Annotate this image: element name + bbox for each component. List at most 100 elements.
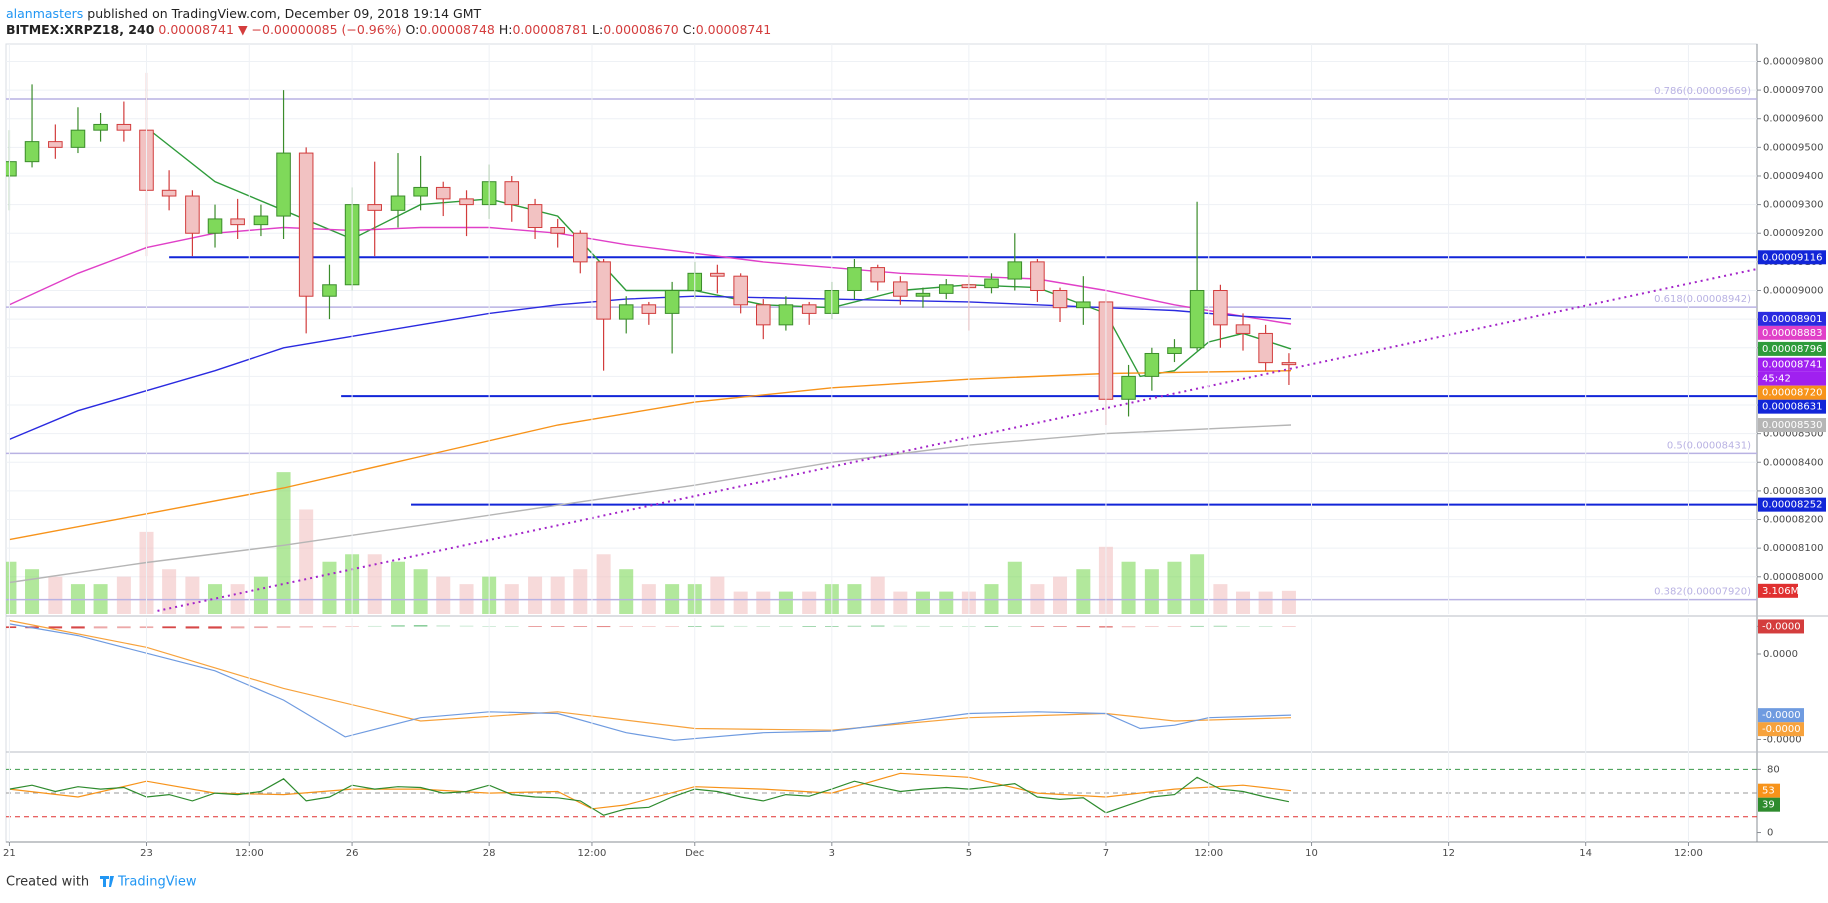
candle-body xyxy=(276,152,291,217)
volume-bar xyxy=(733,591,748,614)
price-label: 0.00008530 xyxy=(1762,420,1822,431)
macd-histogram-bar xyxy=(1167,626,1182,627)
volume-bar xyxy=(1144,569,1159,614)
candle-body xyxy=(801,304,817,314)
volume-bar xyxy=(322,561,337,614)
symbol-line: BITMEX:XRPZ18, 240 0.00008741 ▼ −0.00000… xyxy=(6,22,771,37)
volume-bar xyxy=(550,576,565,614)
candle-body xyxy=(984,278,999,289)
fib-label: 0.5(0.00008431) xyxy=(1667,440,1751,451)
macd-histogram-bar xyxy=(596,626,611,628)
price-label-box xyxy=(1758,311,1826,326)
x-tick-label: 5 xyxy=(966,848,972,859)
macd-histogram-bar xyxy=(391,625,405,627)
macd-histogram-bar xyxy=(984,626,999,627)
volume-bar xyxy=(390,561,406,614)
price-label-box xyxy=(1758,722,1804,737)
price-label-box xyxy=(1758,583,1798,598)
y-tick-label: 0.00008200 xyxy=(1763,515,1823,526)
ohlc-value: 0.00008781 xyxy=(512,22,588,37)
volume-bar xyxy=(1281,590,1296,614)
macd-histogram-bar xyxy=(550,626,565,627)
price-label: 0.00008883 xyxy=(1762,328,1822,339)
candle-body xyxy=(1052,289,1068,309)
candle-body xyxy=(710,272,725,277)
volume-bar xyxy=(436,576,451,614)
price-label-box xyxy=(1758,797,1780,812)
volume-bar xyxy=(185,576,200,614)
y-tick-label: 0.00008500 xyxy=(1763,429,1823,440)
candle-body xyxy=(618,304,634,320)
y-tick-label: 0.00008100 xyxy=(1763,543,1823,554)
price-label: 0.00008796 xyxy=(1762,344,1822,355)
x-tick-label: 12:00 xyxy=(235,848,264,859)
price-label-box xyxy=(1758,418,1826,433)
volume-bar xyxy=(1167,561,1182,614)
macd-histogram-bar xyxy=(1008,626,1022,627)
macd-histogram-bar xyxy=(117,626,131,629)
volume-bar xyxy=(162,569,177,614)
macd-histogram-bar xyxy=(1236,626,1250,627)
macd-histogram-bar xyxy=(436,625,451,627)
moving-average xyxy=(9,295,1292,441)
candle-body xyxy=(1076,301,1091,309)
macd-histogram-bar xyxy=(619,626,634,627)
macd-histogram-bar xyxy=(322,626,337,628)
volume-bar xyxy=(367,554,382,614)
volume-bar xyxy=(893,591,908,614)
price-label: 39 xyxy=(1762,800,1775,811)
y-tick-label: 0.00008300 xyxy=(1763,486,1823,497)
macd-histogram-bar xyxy=(916,625,930,627)
macd-histogram-bar xyxy=(756,626,771,627)
candle-body xyxy=(93,123,108,131)
candle-body xyxy=(367,204,382,211)
ohlc-value: 0.00008741 xyxy=(696,22,772,37)
ohlc-key: L: xyxy=(592,22,603,37)
moving-average xyxy=(9,226,1292,325)
price-label: 0.00008252 xyxy=(1762,500,1822,511)
macd-histogram-bar xyxy=(230,626,245,629)
ohlc-key: C: xyxy=(683,22,696,37)
moving-average xyxy=(152,132,1292,378)
price-label-box xyxy=(1758,619,1804,634)
volume-bar xyxy=(915,591,930,614)
fib-label: 0.382(0.00007920) xyxy=(1654,587,1751,598)
volume-bar xyxy=(1076,569,1091,614)
candle-body xyxy=(207,218,223,234)
candle-body xyxy=(116,123,132,131)
macd-histogram-bar xyxy=(939,626,954,627)
macd-histogram-bar xyxy=(1213,625,1228,627)
candle-body xyxy=(893,281,908,297)
candle-body xyxy=(596,261,611,320)
moving-average xyxy=(9,424,1292,584)
y-tick-label: 0 xyxy=(1767,828,1773,839)
y-tick-label: 0.00009000 xyxy=(1763,285,1823,296)
price-label-box xyxy=(1758,783,1780,798)
footer-brand[interactable]: TradingView xyxy=(117,875,197,890)
volume-bar xyxy=(6,561,17,614)
x-tick-label: 21 xyxy=(3,848,16,859)
candle-body xyxy=(1167,347,1182,354)
author[interactable]: alanmasters xyxy=(6,6,83,21)
macd-histogram-bar xyxy=(1145,626,1159,627)
y-tick-label: 0.00009400 xyxy=(1763,171,1823,182)
price-label-box xyxy=(1758,357,1826,372)
price-label: -0.0000 xyxy=(1762,724,1801,735)
rsi-line xyxy=(9,776,1290,816)
price-label: -0.0000 xyxy=(1762,621,1801,632)
macd-histogram-bar xyxy=(1030,626,1045,627)
macd-histogram-bar xyxy=(162,626,176,629)
macd-histogram-bar xyxy=(48,626,63,629)
macd-histogram-bar xyxy=(413,625,428,627)
macd-histogram-bar xyxy=(802,626,816,627)
macd-histogram-bar xyxy=(1076,626,1091,628)
ohlc-key: O: xyxy=(405,22,419,37)
macd-histogram-bar xyxy=(733,625,748,627)
x-tick-label: 26 xyxy=(346,848,359,859)
candle-body xyxy=(1189,289,1205,349)
macd-histogram-bar xyxy=(185,626,200,629)
volume-bar xyxy=(939,591,954,614)
price-label-box xyxy=(1758,497,1826,512)
y-tick-label: 0.00008400 xyxy=(1763,457,1823,468)
